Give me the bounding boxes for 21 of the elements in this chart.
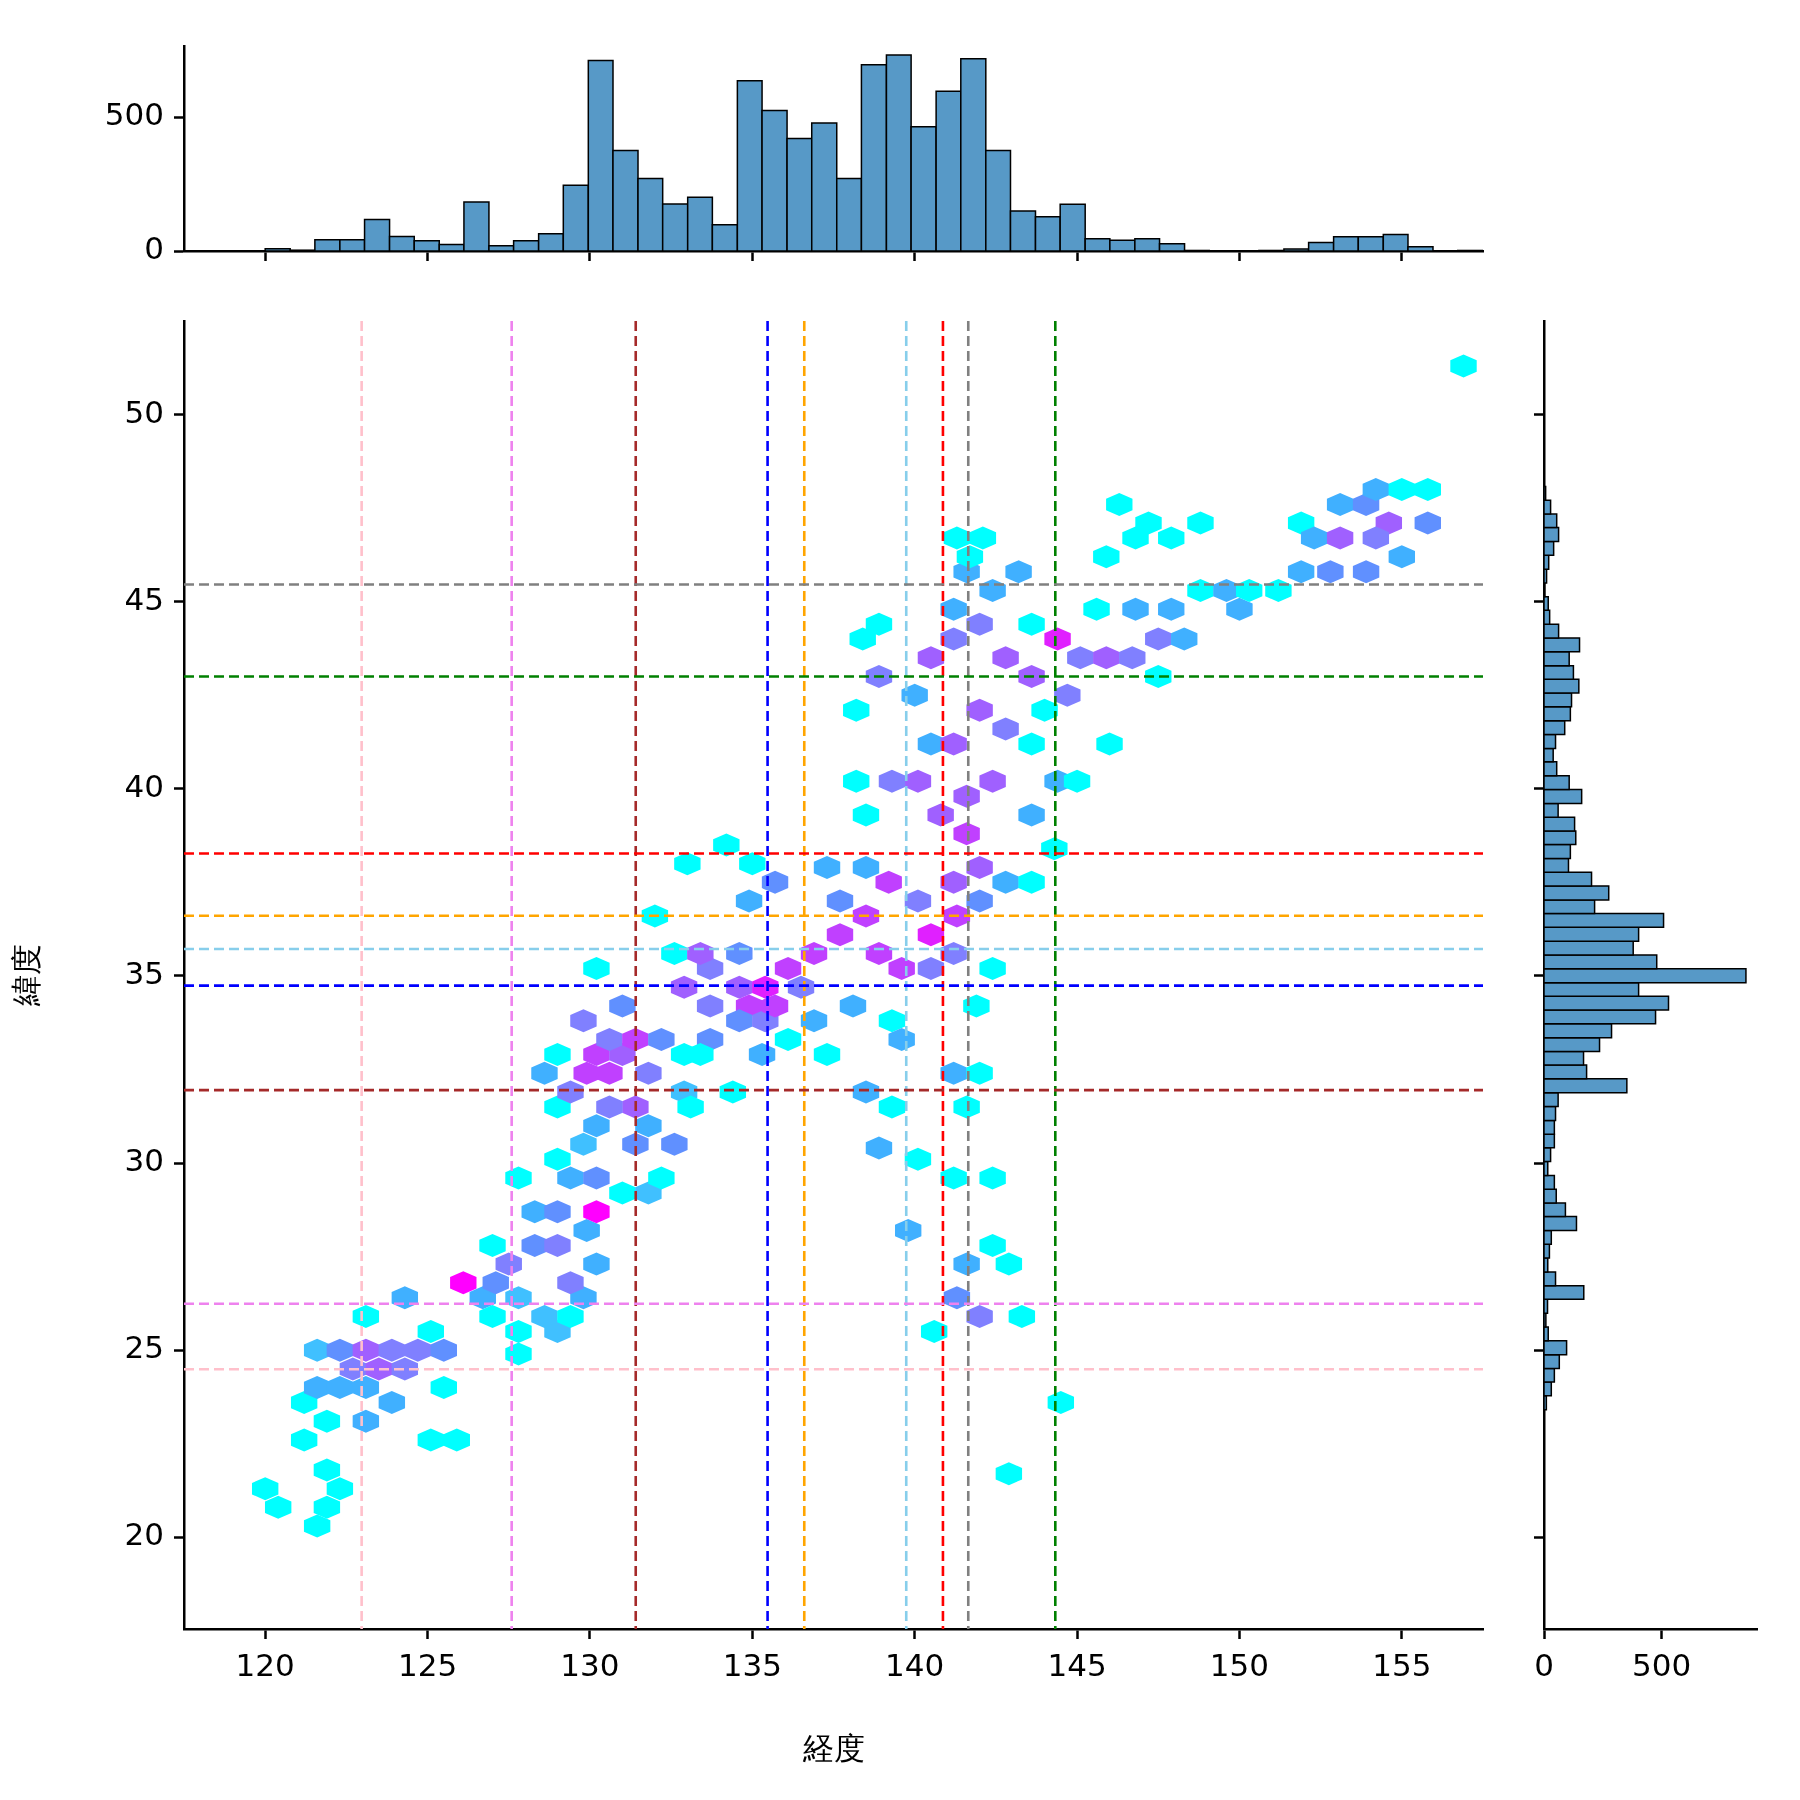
x-tick-label: 135 [722,1646,782,1683]
y-axis-title: 緯度 [7,944,44,1007]
y-tick-label: 50 [124,393,164,430]
x-axis-title: 経度 [801,1730,865,1767]
y-tick-label: 35 [124,954,164,991]
x-tick-label: 125 [397,1646,458,1683]
x-tick-label: 155 [1372,1646,1432,1683]
y-tick-label: 500 [104,96,164,133]
y-tick-label: 20 [124,1516,164,1553]
y-tick-label: 40 [124,767,164,804]
x-tick-label: 120 [235,1646,295,1683]
x-tick-label: 130 [560,1646,620,1683]
x-tick-label: 0 [1534,1646,1554,1683]
y-tick-label: 25 [124,1329,164,1366]
y-tick-label: 45 [124,580,164,617]
x-tick-label: 500 [1632,1646,1692,1683]
x-tick-label: 150 [1209,1646,1270,1683]
x-tick-label: 145 [1047,1646,1107,1683]
y-tick-label: 0 [144,230,164,267]
y-tick-label: 30 [124,1142,164,1179]
x-tick-label: 140 [885,1646,945,1683]
